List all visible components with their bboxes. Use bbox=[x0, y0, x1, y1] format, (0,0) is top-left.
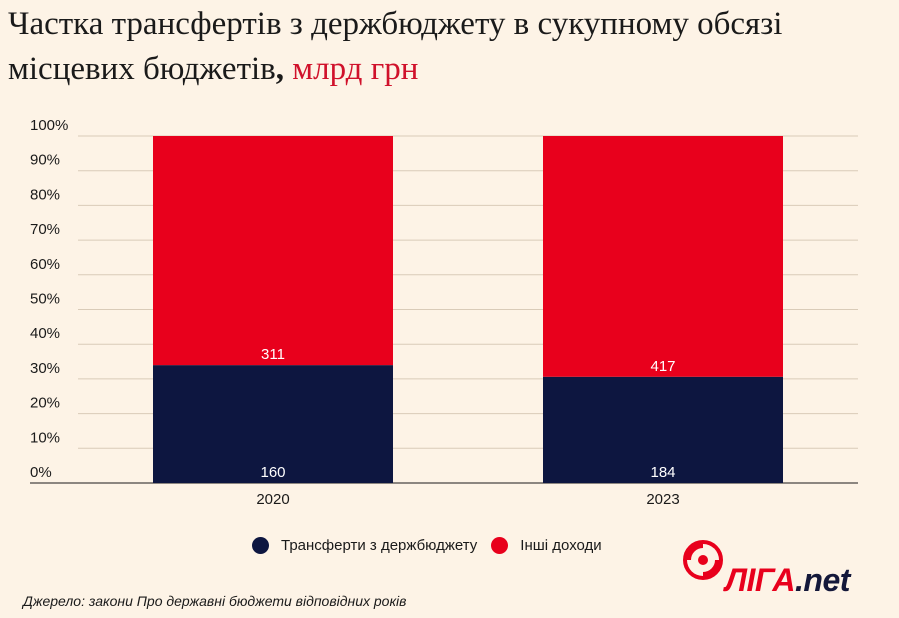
source-note: Джерело: закони Про державні бюджети від… bbox=[23, 593, 407, 609]
x-tick-label: 2020 bbox=[256, 491, 289, 508]
logo-text-brand: ЛІГА bbox=[725, 562, 796, 598]
y-tick-label: 60% bbox=[30, 256, 60, 273]
y-tick-label: 20% bbox=[30, 395, 60, 412]
legend-label-other: Інші доходи bbox=[520, 537, 602, 554]
data-label: 311 bbox=[261, 346, 285, 363]
x-tick-label: 2023 bbox=[646, 491, 679, 508]
y-tick-label: 90% bbox=[30, 152, 60, 169]
legend-item-other: Інші доходи bbox=[491, 537, 602, 554]
y-tick-label: 100% bbox=[30, 117, 68, 134]
legend-item-transfers: Трансферти з держбюджету bbox=[252, 537, 477, 554]
y-tick-label: 40% bbox=[30, 325, 60, 342]
bar-segment bbox=[153, 365, 393, 483]
logo-text: ЛІГА.net bbox=[725, 562, 850, 599]
bar-segment bbox=[543, 136, 783, 377]
data-label: 160 bbox=[260, 464, 285, 481]
y-tick-label: 0% bbox=[30, 464, 52, 481]
legend-label-transfers: Трансферти з держбюджету bbox=[281, 537, 478, 554]
legend: Трансферти з держбюджету Інші доходи bbox=[252, 537, 616, 554]
logo-text-domain: .net bbox=[795, 562, 850, 598]
chart-title-main: Частка трансфертів з держбюджету в сукуп… bbox=[8, 6, 783, 87]
y-tick-label: 30% bbox=[30, 360, 60, 377]
data-label: 184 bbox=[650, 464, 675, 481]
legend-swatch-transfers bbox=[252, 537, 269, 554]
y-tick-label: 50% bbox=[30, 291, 60, 308]
y-tick-label: 80% bbox=[30, 186, 60, 203]
data-label: 417 bbox=[650, 358, 675, 375]
y-tick-label: 70% bbox=[30, 221, 60, 238]
chart-title: Частка трансфертів з держбюджету в сукуп… bbox=[8, 2, 888, 92]
bar-segment bbox=[543, 376, 783, 483]
bar-segment bbox=[153, 136, 393, 366]
chart-title-unit: млрд грн bbox=[292, 51, 419, 87]
chart-title-comma: , bbox=[275, 51, 284, 87]
logo-mark-icon bbox=[683, 540, 723, 580]
y-tick-label: 10% bbox=[30, 429, 60, 446]
liga-logo: ЛІГА.net bbox=[683, 540, 893, 604]
legend-swatch-other bbox=[491, 537, 509, 554]
